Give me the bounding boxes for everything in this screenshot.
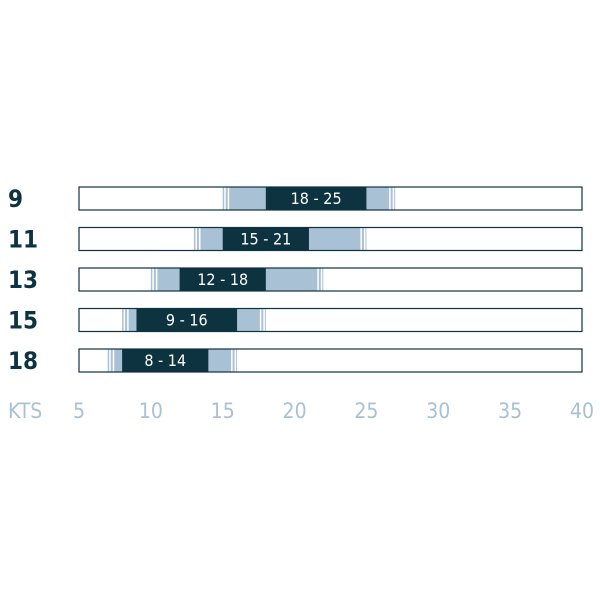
fade-stripe (198, 227, 201, 251)
range-fade-stripes (152, 268, 323, 291)
row-track-outline (78, 226, 583, 252)
chart-rows: 9 18 - 25 11 15 - 21 13 12 - 18 15 9 - 16 18 8 - … (8, 185, 583, 375)
chart-row-13: 13 12 - 18 (8, 266, 583, 294)
range-fade-stripes (123, 308, 265, 332)
x-tick-label: 5 (73, 399, 85, 423)
fade-stripe (389, 187, 391, 210)
range-label: 8 - 14 (144, 351, 186, 370)
fade-stripe (392, 187, 395, 210)
fade-stripe (231, 349, 233, 372)
fade-stripe (155, 268, 158, 291)
fade-stripe (363, 227, 366, 251)
fade-stripe (112, 349, 115, 372)
core-range-bar (122, 349, 209, 372)
x-axis-label: KTS (8, 399, 42, 423)
size-label: 13 (8, 266, 38, 294)
x-axis: KTS 5 10 15 20 25 30 35 40 (8, 399, 594, 423)
range-fade-stripes (195, 227, 366, 251)
x-tick-label: 10 (139, 399, 163, 423)
core-range-bar (222, 227, 309, 251)
fade-stripe (224, 187, 226, 210)
fade-stripe (123, 308, 126, 332)
fade-stripe (127, 308, 129, 332)
range-label: 12 - 18 (197, 270, 248, 289)
fade-stripe (109, 349, 111, 372)
range-label: 9 - 16 (166, 311, 208, 330)
fade-stripe (263, 308, 265, 332)
row-track-outline (78, 267, 583, 292)
size-label: 11 (8, 226, 38, 254)
chart-row-18: 18 8 - 14 (8, 347, 583, 375)
chart-row-11: 11 15 - 21 (8, 226, 583, 254)
range-fade-stripes (224, 187, 395, 210)
range-label: 18 - 25 (291, 189, 342, 208)
row-track-outline (78, 186, 583, 211)
row-track-outline (78, 307, 583, 333)
x-tick-label: 30 (426, 399, 450, 423)
x-tick-label: 20 (283, 399, 307, 423)
x-tick-label: 40 (570, 399, 594, 423)
chart-row-15: 15 9 - 16 (8, 307, 583, 335)
fade-stripe (317, 268, 319, 291)
size-label: 18 (8, 347, 38, 375)
size-label: 15 (8, 307, 38, 335)
fade-stripe (227, 187, 230, 210)
core-range-bar (265, 187, 367, 210)
x-tick-label: 35 (498, 399, 522, 423)
fade-stripe (195, 227, 197, 251)
range-fade-stripes (109, 349, 237, 372)
fade-stripe (320, 268, 323, 291)
x-tick-label: 25 (354, 399, 378, 423)
core-range-bar (136, 308, 238, 332)
range-label: 15 - 21 (240, 230, 291, 249)
fade-stripe (234, 349, 237, 372)
size-label: 9 (8, 185, 23, 213)
chart-row-9: 9 18 - 25 (8, 185, 583, 213)
fade-stripe (259, 308, 262, 332)
fade-stripe (152, 268, 154, 291)
row-track-outline (78, 348, 583, 373)
x-tick-label: 15 (211, 399, 235, 423)
core-range-bar (179, 268, 266, 291)
fade-stripe (360, 227, 362, 251)
